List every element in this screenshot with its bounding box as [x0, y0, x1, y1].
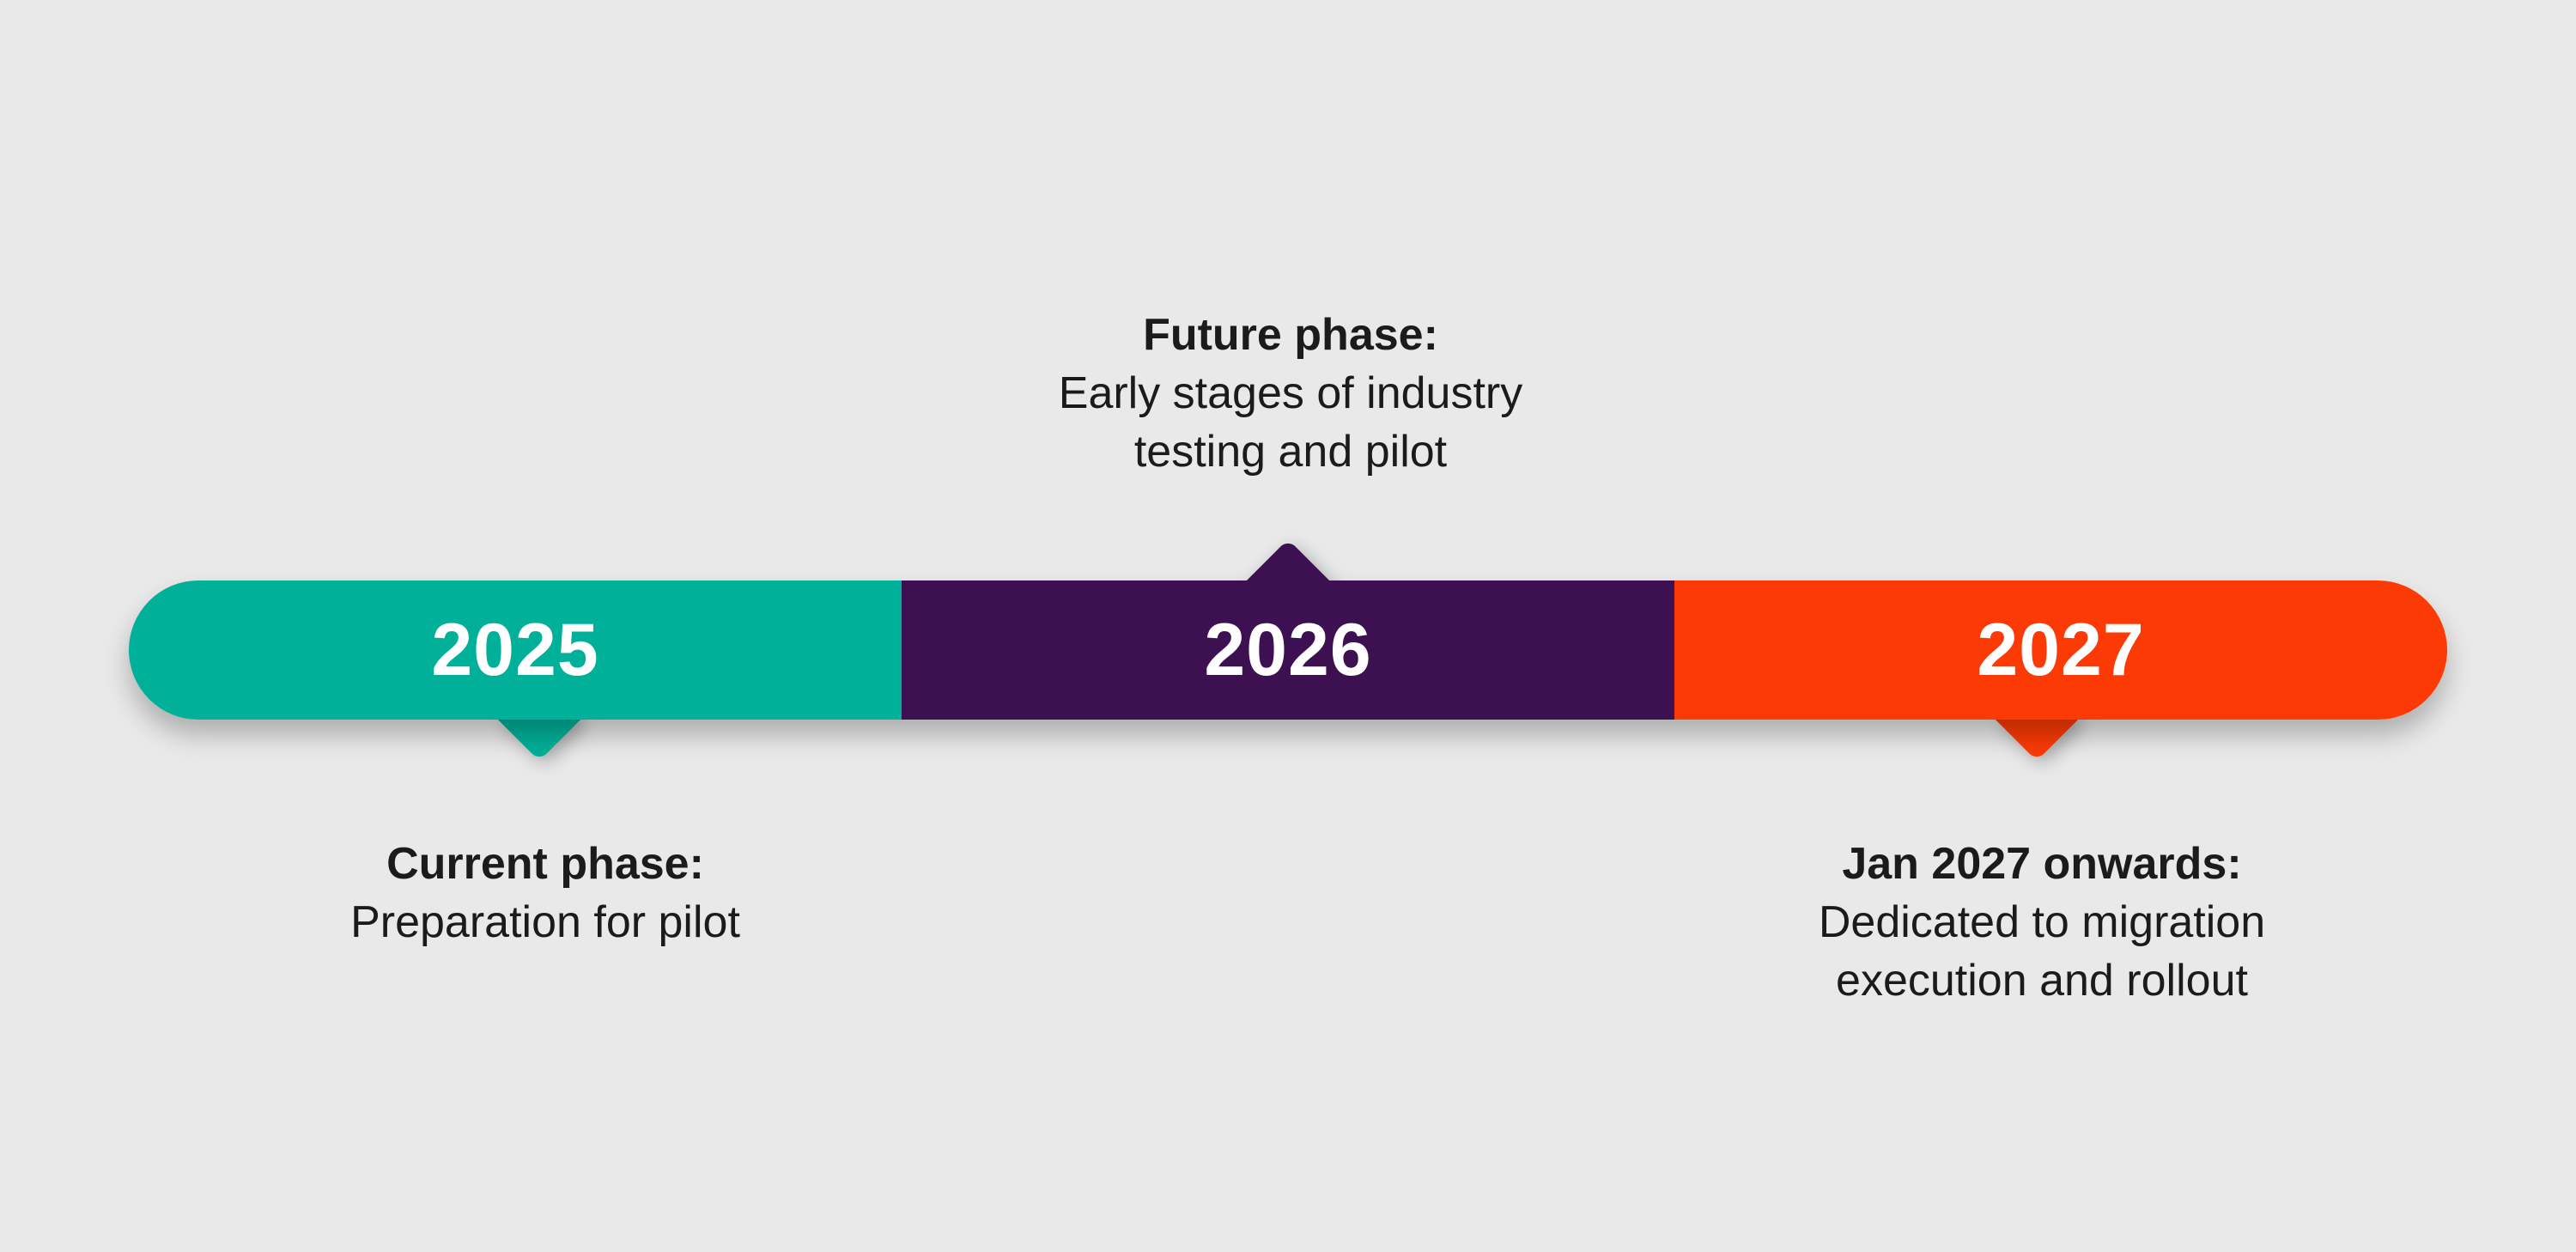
segment-2026: 2026: [902, 580, 1674, 720]
segment-2025: 2025: [129, 580, 902, 720]
year-label-2025: 2025: [431, 608, 599, 691]
annotation-future-line-2: testing and pilot: [1133, 427, 1448, 477]
annotation-jan-2027-title: Jan 2027 onwards:: [1842, 839, 2242, 889]
annotation-future-phase: Future phase: Early stages of industry t…: [904, 306, 1677, 481]
annotation-current-phase: Current phase: Preparation for pilot: [159, 835, 932, 951]
year-label-2027: 2027: [1977, 608, 2145, 691]
annotation-future-title: Future phase:: [1143, 310, 1438, 360]
annotation-current-line-1: Preparation for pilot: [350, 897, 740, 947]
annotation-future-line-1: Early stages of industry: [1058, 368, 1523, 418]
annotation-jan-2027-line-2: execution and rollout: [1836, 956, 2248, 1006]
segment-2027: 2027: [1674, 580, 2447, 720]
annotation-jan-2027: Jan 2027 onwards: Dedicated to migration…: [1656, 835, 2428, 1010]
annotation-jan-2027-line-1: Dedicated to migration: [1818, 897, 2266, 947]
year-label-2026: 2026: [1204, 608, 1372, 691]
annotation-current-title: Current phase:: [386, 839, 704, 889]
timeline-bar: 2025 2026 2027: [129, 580, 2447, 720]
